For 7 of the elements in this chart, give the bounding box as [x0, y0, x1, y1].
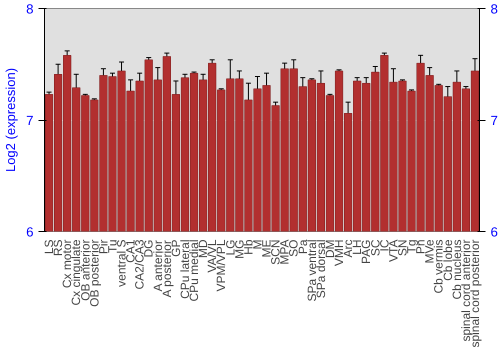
y2-tick-label: 7: [490, 113, 498, 128]
y-tick-label: 7: [26, 113, 34, 128]
y2-tick-label: 6: [490, 224, 498, 240]
y-tick-label: 6: [26, 224, 34, 240]
y2-tick-label: 8: [490, 2, 498, 16]
y-tick-label: 8: [26, 2, 34, 16]
y-axis-title: Log2 (expression): [3, 68, 18, 172]
